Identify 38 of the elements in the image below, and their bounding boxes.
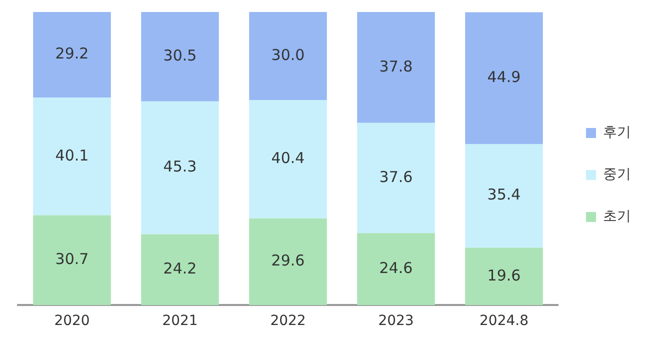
- bar: [141, 234, 219, 306]
- data-label: 19.6: [487, 266, 521, 284]
- bar: [249, 100, 327, 218]
- data-label: 29.6: [271, 252, 305, 270]
- bar: [141, 101, 219, 234]
- data-label: 30.7: [55, 250, 89, 268]
- bar: [357, 122, 435, 234]
- bar: [33, 98, 111, 216]
- data-label: 29.2: [55, 44, 89, 63]
- bar: [249, 12, 327, 100]
- x-tick-label: 2024.8: [480, 313, 528, 330]
- bar: [357, 12, 435, 123]
- bar: [465, 12, 543, 144]
- data-label: 37.6: [379, 168, 413, 186]
- data-label: 45.3: [163, 158, 197, 176]
- bar: [465, 248, 543, 306]
- x-tick-label: 2023: [378, 313, 414, 330]
- data-label: 44.9: [487, 68, 521, 86]
- legend-label: 후기: [603, 124, 631, 141]
- x-tick-label: 2022: [270, 313, 306, 330]
- bar: [249, 218, 327, 306]
- bar: [465, 144, 543, 248]
- data-label: 40.1: [55, 146, 89, 164]
- x-tick-label: 2021: [162, 313, 198, 330]
- bar: [33, 215, 111, 306]
- data-label: 30.5: [163, 46, 197, 65]
- bar: [357, 233, 435, 306]
- data-label: 35.4: [487, 186, 521, 204]
- data-label: 30.0: [271, 46, 305, 64]
- x-tick-label: 2020: [54, 313, 90, 330]
- bar: [141, 12, 219, 102]
- data-label: 40.4: [271, 149, 305, 168]
- bar: [33, 12, 111, 98]
- data-label: 37.8: [379, 57, 413, 76]
- data-label: 24.6: [379, 259, 413, 278]
- legend-label: 중기: [603, 166, 631, 183]
- legend-label: 초기: [603, 208, 631, 225]
- data-label: 24.2: [163, 260, 197, 278]
